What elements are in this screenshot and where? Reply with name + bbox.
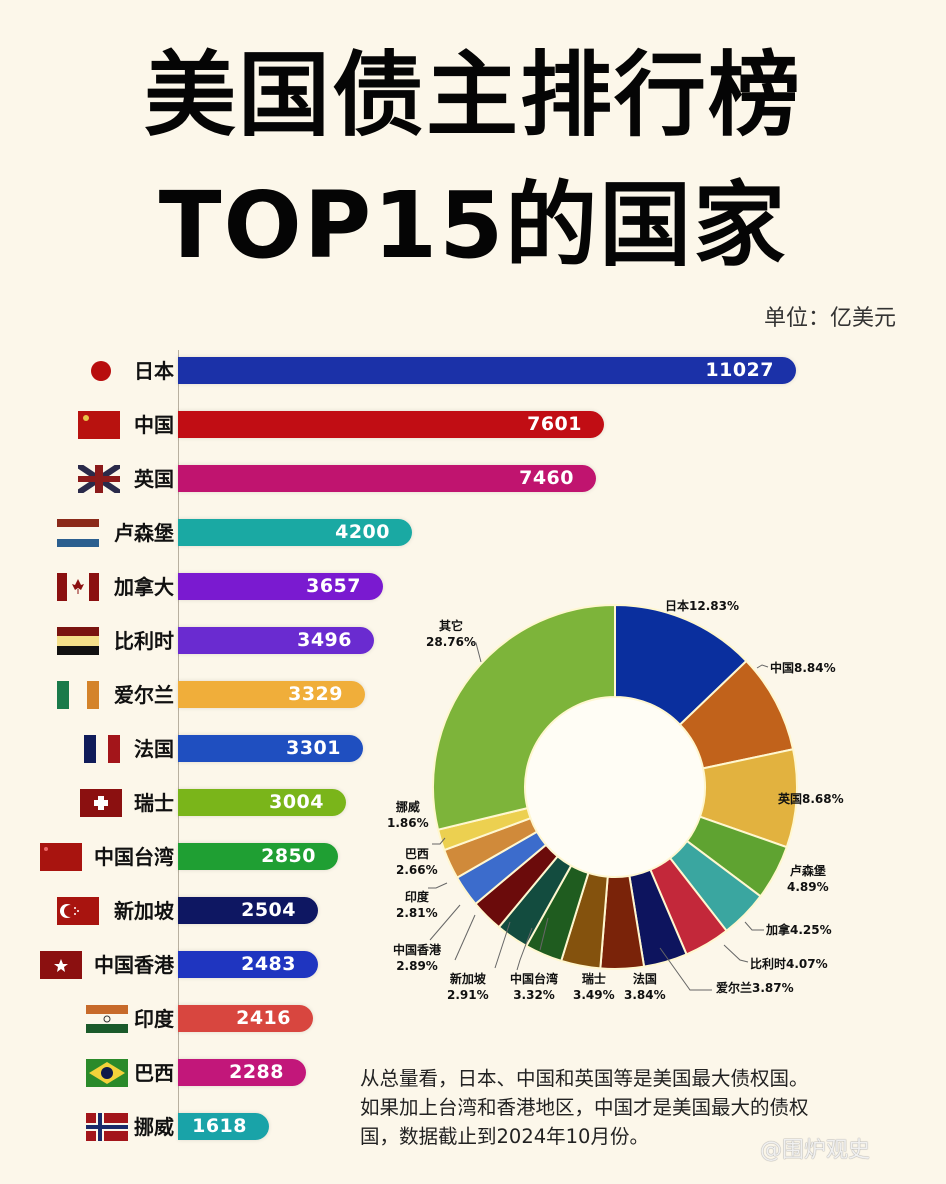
switzerland-flag-icon <box>80 789 122 817</box>
page-title-line2: TOP15的国家 <box>158 172 788 279</box>
country-label: 中国 <box>134 413 174 437</box>
bar: 2850 <box>178 843 338 870</box>
bar: 3496 <box>178 627 374 654</box>
bar-row: 挪威 1618 <box>0 1113 946 1141</box>
pie-label-japan: 日本12.83% <box>665 599 739 613</box>
pie-label-india: 印度 2.81% <box>396 890 438 920</box>
pie-label-ireland: 爱尔兰3.87% <box>716 981 794 995</box>
bar: 3301 <box>178 735 363 762</box>
pie-label-other: 其它 28.76% <box>426 619 476 649</box>
canada-flag-icon <box>57 573 99 601</box>
donut-chart <box>432 603 798 970</box>
watermark: @围炉观史 <box>760 1138 871 1163</box>
bar-row: 爱尔兰 3329 <box>0 681 946 709</box>
bar: 2483 <box>178 951 318 978</box>
france-flag-icon <box>80 735 122 763</box>
bar-value: 3004 <box>269 791 324 813</box>
bar-row: 法国 3301 <box>0 735 946 763</box>
page-title-line1: 美国债主排行榜 <box>143 42 802 149</box>
bar-row: 中国香港 2483 <box>0 951 946 979</box>
luxembourg-flag-icon <box>57 519 99 547</box>
india-flag-icon <box>86 1005 128 1033</box>
pie-label-france: 法国 3.84% <box>624 972 666 1002</box>
pie-label-singapore: 新加坡 2.91% <box>447 972 489 1002</box>
bar-value: 2416 <box>236 1007 291 1029</box>
bar: 3657 <box>178 573 383 600</box>
bar-value: 1618 <box>192 1115 247 1137</box>
japan-flag-icon <box>80 357 122 385</box>
bar: 3004 <box>178 789 346 816</box>
country-label: 新加坡 <box>114 899 174 923</box>
donut-slice <box>432 603 616 831</box>
country-label: 印度 <box>134 1007 174 1031</box>
bar: 3329 <box>178 681 365 708</box>
bar-row: 印度 2416 <box>0 1005 946 1033</box>
country-label: 瑞士 <box>134 791 174 815</box>
pie-label-belgium: 比利时4.07% <box>750 957 828 971</box>
bar-value: 11027 <box>705 359 774 381</box>
bar-value: 7601 <box>527 413 582 435</box>
country-label: 爱尔兰 <box>114 683 174 707</box>
bar-value: 2288 <box>229 1061 284 1083</box>
bar-row: 中国 7601 <box>0 411 946 439</box>
bar-row: 加拿大 3657 <box>0 573 946 601</box>
uk-flag-icon <box>76 462 122 496</box>
ireland-flag-icon <box>57 681 99 709</box>
bar-value: 7460 <box>519 467 574 489</box>
bar-value: 4200 <box>335 521 390 543</box>
pie-label-china: 中国8.84% <box>770 661 836 675</box>
bar-row: 日本 11027 <box>0 357 946 385</box>
hongkong-flag-icon <box>40 951 82 979</box>
bar-row: 卢森堡 4200 <box>0 519 946 547</box>
pie-label-switzerland: 瑞士 3.49% <box>573 972 615 1002</box>
bar: 4200 <box>178 519 412 546</box>
singapore-flag-icon <box>57 897 99 925</box>
pie-label-canada: 加拿4.25% <box>766 923 832 937</box>
bar: 2504 <box>178 897 318 924</box>
bar-row: 英国 7460 <box>0 462 946 496</box>
bar-value: 2483 <box>241 953 296 975</box>
china-flag-icon <box>78 411 120 439</box>
country-label: 中国香港 <box>94 953 174 977</box>
country-label: 挪威 <box>134 1115 174 1139</box>
pie-label-hongkong: 中国香港 2.89% <box>393 943 442 973</box>
pie-label-luxembourg: 卢森堡 4.89% <box>787 864 829 894</box>
country-label: 巴西 <box>134 1061 174 1085</box>
bar-value: 3496 <box>297 629 352 651</box>
bar-value: 2850 <box>261 845 316 867</box>
country-label: 比利时 <box>114 629 174 653</box>
country-label: 卢森堡 <box>114 521 174 545</box>
bar-value: 3657 <box>306 575 361 597</box>
pie-label-norway: 挪威 1.86% <box>387 800 429 830</box>
taiwan-flag-icon <box>40 843 82 871</box>
pie-label-brazil: 巴西 2.66% <box>396 847 438 877</box>
footnote: 从总量看，日本、中国和英国等是美国最大债权国。 如果加上台湾和香港地区，中国才是… <box>360 1067 809 1148</box>
brazil-flag-icon <box>86 1059 128 1087</box>
bar-row: 中国台湾 2850 <box>0 843 946 871</box>
pie-label-uk: 英国8.68% <box>778 792 844 806</box>
bar-row: 比利时 3496 <box>0 627 946 655</box>
bar-value: 3301 <box>286 737 341 759</box>
bar: 7601 <box>178 411 604 438</box>
bar-value: 2504 <box>241 899 296 921</box>
norway-flag-icon <box>86 1113 128 1141</box>
country-label: 加拿大 <box>114 575 174 599</box>
pie-label-taiwan: 中国台湾 3.32% <box>510 972 559 1002</box>
bar: 2288 <box>178 1059 306 1086</box>
bar-value: 3329 <box>288 683 343 705</box>
belgium-flag-icon <box>57 627 99 655</box>
bar: 2416 <box>178 1005 313 1032</box>
bar: 11027 <box>178 357 796 384</box>
bar-row: 巴西 2288 <box>0 1059 946 1087</box>
country-label: 日本 <box>134 359 174 383</box>
bar-row: 瑞士 3004 <box>0 789 946 817</box>
bar-row: 新加坡 2504 <box>0 897 946 925</box>
unit-label: 单位：亿美元 <box>763 306 896 331</box>
country-label: 法国 <box>134 737 174 761</box>
country-label: 英国 <box>134 467 174 491</box>
country-label: 中国台湾 <box>94 845 174 869</box>
bar: 7460 <box>178 465 596 492</box>
bar: 1618 <box>178 1113 269 1140</box>
